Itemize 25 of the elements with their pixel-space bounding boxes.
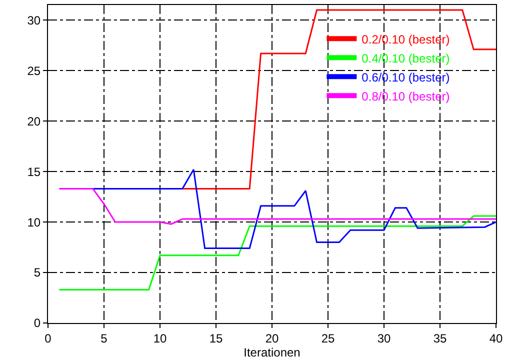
x-tick-label: 15 <box>209 331 223 346</box>
legend-label: 0.4/0.10 (bester) <box>362 51 450 66</box>
x-axis-title: Iterationen <box>244 345 300 360</box>
y-tick-label: 15 <box>27 164 41 179</box>
y-tick-label: 5 <box>34 266 41 280</box>
x-tick-label: 40 <box>489 331 503 346</box>
x-tick-label: 35 <box>433 331 447 346</box>
legend-label: 0.2/0.10 (bester) <box>362 32 450 46</box>
y-tick-label: 0 <box>34 316 41 330</box>
x-tick-label: 25 <box>321 331 335 346</box>
line-series <box>182 9 496 190</box>
x-tick-label: 10 <box>153 331 167 346</box>
y-tick-label: 30 <box>27 13 41 28</box>
line-series <box>92 168 496 250</box>
y-tick-label: 10 <box>27 215 41 230</box>
legend-label: 0.8/0.10 (bester) <box>362 89 450 104</box>
y-tick-label: 25 <box>27 64 41 78</box>
x-tick-label: 0 <box>44 331 52 346</box>
line-series <box>58 188 496 225</box>
x-tick-label: 5 <box>100 331 108 346</box>
x-tick-label: 20 <box>265 331 279 346</box>
x-tick-label: 30 <box>377 331 391 346</box>
line-series <box>58 215 496 290</box>
legend-label: 0.6/0.10 (bester) <box>362 70 450 84</box>
y-tick-label: 20 <box>27 114 41 128</box>
